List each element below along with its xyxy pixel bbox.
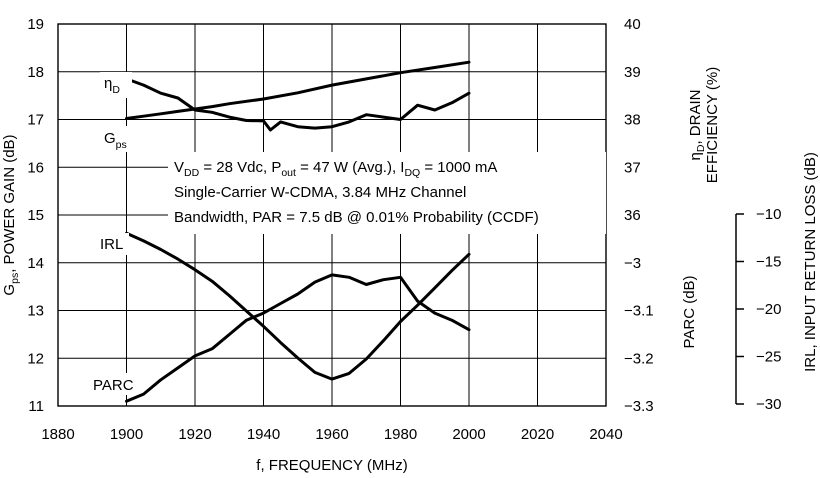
irl-axis-label: IRL, INPUT RETURN LOSS (dB): [802, 152, 819, 372]
irl-tick-label: −10: [756, 206, 781, 223]
gps-tick-label: 13: [27, 303, 44, 320]
curve-label-irl: IRL: [100, 236, 123, 253]
curve-label-eff: ηD: [104, 75, 120, 96]
gps-tick-label: 15: [27, 207, 44, 224]
irl-axis: −10 −15 −20 −25 −30: [735, 206, 781, 413]
parc-tick-label: −3.1: [624, 303, 654, 320]
parc-tick-label: −3.2: [624, 350, 654, 367]
series-layer: [125, 60, 471, 403]
eff-tick-label: 40: [624, 16, 641, 33]
curve-label-gps: Gps: [104, 130, 127, 151]
x-tick-label: 1900: [110, 426, 143, 443]
parc-tick-labels: −3 −3.1 −3.2 −3.3: [624, 255, 654, 415]
gps-tick-label: 18: [27, 64, 44, 81]
parc-axis-label: PARC (dB): [681, 275, 698, 348]
x-tick-label: 1960: [315, 426, 348, 443]
gps-tick-label: 12: [27, 350, 44, 367]
x-tick-label: 1980: [384, 426, 417, 443]
x-tick-label: 1940: [247, 426, 280, 443]
gps-axis-label: Gps, POWER GAIN (dB): [1, 134, 21, 295]
curve-label-parc: PARC: [93, 377, 134, 394]
eff-tick-label: 38: [624, 112, 641, 129]
gps-tick-label: 16: [27, 159, 44, 176]
eff-axis-label-line1: ηD, DRAIN: [687, 90, 707, 161]
x-tick-label: 2020: [521, 426, 554, 443]
parc-label-bg: [90, 373, 134, 395]
series-irl-line: [125, 231, 471, 381]
x-tick-label: 1920: [178, 426, 211, 443]
parc-tick-label: −3: [624, 255, 641, 272]
gps-label-bg: [100, 126, 136, 152]
eff-tick-label: 36: [624, 207, 641, 224]
series-gps-line: [125, 77, 471, 132]
irl-tick-label: −25: [756, 349, 781, 366]
eff-tick-label: 37: [624, 159, 641, 176]
gps-tick-label: 11: [28, 398, 44, 415]
gps-tick-labels: 11 12 13 14 15 16 17 18 19: [27, 16, 44, 415]
conditions-box: [168, 152, 606, 234]
eff-label-bg: [100, 72, 132, 98]
eff-tick-labels: 36 37 38 39 40: [624, 16, 641, 224]
irl-tick-label: −20: [756, 301, 781, 318]
x-tick-labels: 1880 1900 1920 1940 1960 1980 2000 2020 2040: [41, 426, 622, 443]
conditions-line-3: Bandwidth, PAR = 7.5 dB @ 0.01% Probabil…: [174, 209, 539, 226]
x-axis-label: f, FREQUENCY (MHz): [256, 457, 407, 474]
parc-tick-label: −3.3: [624, 398, 654, 415]
conditions-line-2: Single-Carrier W-CDMA, 3.84 MHz Channel: [174, 184, 466, 201]
irl-tick-label: −30: [756, 396, 781, 413]
series-parc-line: [125, 273, 471, 403]
conditions-line-1: VDD = 28 Vdc, Pout = 47 W (Avg.), IDQ = …: [174, 159, 497, 179]
irl-tick-label: −15: [756, 254, 781, 271]
eff-tick-label: 39: [624, 64, 641, 81]
x-tick-label: 2000: [452, 426, 485, 443]
gps-tick-label: 14: [27, 255, 44, 272]
series-d-line: [125, 60, 471, 120]
gps-tick-label: 17: [27, 112, 44, 129]
gps-tick-label: 19: [27, 16, 44, 33]
x-tick-label: 2040: [589, 426, 622, 443]
x-tick-label: 1880: [41, 426, 74, 443]
eff-axis-label-line2: EFFICIENCY (%): [704, 67, 721, 183]
irl-label-bg: [97, 233, 129, 255]
